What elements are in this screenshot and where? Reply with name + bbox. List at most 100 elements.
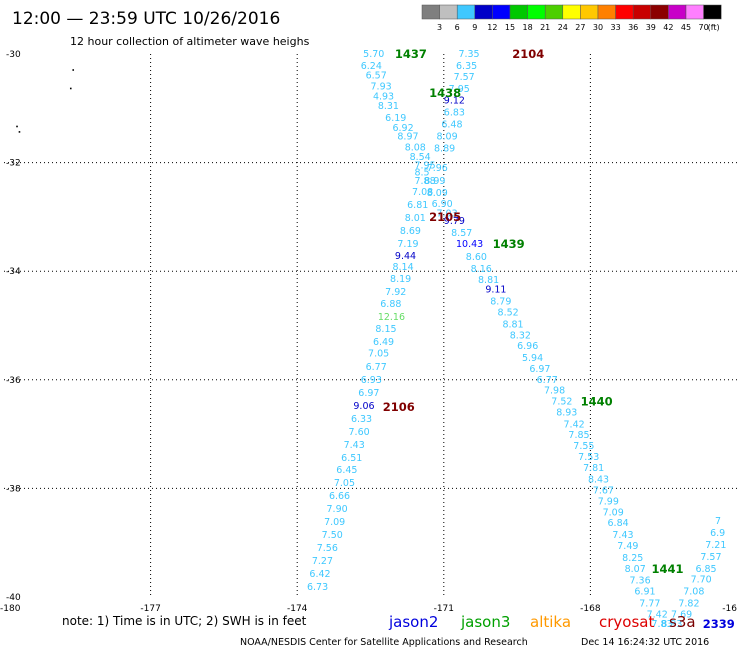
swh-value: 6.88 xyxy=(380,299,401,310)
swh-value: 7.19 xyxy=(397,239,418,250)
time-label: 2339 xyxy=(703,617,735,631)
swh-value: 8.01 xyxy=(405,213,426,224)
swh-value: 6.77 xyxy=(366,362,387,373)
swh-value: 8.5 xyxy=(414,167,429,178)
grid-lines xyxy=(4,54,737,597)
chart-title: 12:00 — 23:59 UTC 10/26/2016 xyxy=(12,9,280,29)
legend-label: 36 xyxy=(628,23,638,32)
plot-frame xyxy=(4,54,737,597)
swh-value: 7.83 xyxy=(651,619,672,630)
swh-value: 7.55 xyxy=(573,441,594,452)
swh-value: 7.21 xyxy=(705,540,726,551)
swh-value: 7.05 xyxy=(368,349,389,360)
plot-area: -30 -32 -34 -36 -38 -40-180 -177 -174 -171 -168 -1… xyxy=(0,47,737,631)
y-tick-label: -34 xyxy=(6,267,21,277)
swh-value: 8.14 xyxy=(392,262,413,273)
legend-label: 27 xyxy=(575,23,585,32)
swh-value: 6.57 xyxy=(366,71,387,82)
x-tick-label: -177 xyxy=(140,604,160,614)
swh-value: 6.24 xyxy=(361,61,382,72)
land-dot xyxy=(69,87,72,90)
footer-credit: NOAA/NESDIS Center for Satellite Applica… xyxy=(240,637,528,648)
swh-value: 7.42 xyxy=(647,609,668,620)
swh-value: 6.35 xyxy=(456,61,477,72)
swh-value: 8.54 xyxy=(410,152,431,163)
swh-value: 6.73 xyxy=(307,582,328,593)
swh-value: 7.09 xyxy=(603,507,624,518)
swh-value: 4.93 xyxy=(373,91,394,102)
swh-value: 7.35 xyxy=(458,49,479,60)
swh-value: 9.44 xyxy=(395,251,416,262)
legend-swatch xyxy=(580,4,599,20)
swh-value: 8.09 xyxy=(427,188,448,199)
swh-value: 7.50 xyxy=(322,530,343,541)
swh-value: 7.70 xyxy=(691,575,712,586)
swh-value: 8.32 xyxy=(510,330,531,341)
swh-value: 8.97 xyxy=(397,132,418,143)
legend-swatch xyxy=(421,4,440,20)
swh-value: 8.79 xyxy=(490,297,511,308)
swh-value: 7 xyxy=(715,516,721,527)
swh-value: 6.33 xyxy=(351,414,372,425)
y-tick-label: -36 xyxy=(6,376,21,386)
time-label: 2105 xyxy=(429,210,461,224)
footer: note: 1) Time is in UTC; 2) SWH is in fe… xyxy=(62,613,709,648)
swh-value: 7.08 xyxy=(412,187,433,198)
legend-label: 6 xyxy=(455,23,460,32)
time-label: 2106 xyxy=(383,400,415,414)
swh-value: 8.07 xyxy=(625,564,646,575)
swh-value: 8.19 xyxy=(390,274,411,285)
swh-value: 8.09 xyxy=(436,132,457,143)
swh-value: 8.25 xyxy=(622,553,643,564)
time-label: 2104 xyxy=(512,47,544,61)
legend-swatch xyxy=(615,4,634,20)
swh-value: 6.92 xyxy=(392,123,413,134)
legend-unit: (ft) xyxy=(708,23,720,32)
legend-label: 21 xyxy=(540,23,550,32)
swh-value: 6.97 xyxy=(358,388,379,399)
legend-swatch xyxy=(597,4,616,20)
swh-value: 8.57 xyxy=(451,228,472,239)
swh-value: 6.90 xyxy=(432,199,453,210)
swh-value: 12.16 xyxy=(378,312,405,323)
x-tick-label: -168 xyxy=(580,604,601,614)
legend-label: 3 xyxy=(437,23,442,32)
swh-value: 7.90 xyxy=(327,504,348,515)
swh-value: 6.81 xyxy=(407,200,428,211)
swh-points: 5.706.246.577.934.938.316.196.928.978.08… xyxy=(307,49,726,630)
legend-swatch xyxy=(668,4,687,20)
legend-label: 39 xyxy=(646,23,656,32)
swh-value: 7.95 xyxy=(414,160,435,171)
swh-value: 8.43 xyxy=(588,475,609,486)
swh-value: 8.99 xyxy=(424,176,445,187)
legend-swatch xyxy=(492,4,511,20)
swh-value: 7.57 xyxy=(454,72,475,83)
legend-label: 9 xyxy=(472,23,477,32)
swh-value: 7.98 xyxy=(544,386,565,397)
swh-value: 6.85 xyxy=(695,564,716,575)
swh-value: 6.91 xyxy=(634,587,655,598)
swh-value: 8.81 xyxy=(478,275,499,286)
land-dot xyxy=(18,131,21,133)
time-label: 1439 xyxy=(493,237,525,251)
swh-value: 7.36 xyxy=(629,576,650,587)
swh-value: 5.94 xyxy=(522,353,543,364)
land-dot xyxy=(16,125,18,128)
swh-value: 6.19 xyxy=(385,113,406,124)
swh-value: 8.16 xyxy=(471,264,492,275)
swh-value: 8.52 xyxy=(498,307,519,318)
swh-value: 9.06 xyxy=(353,401,374,412)
legend-swatch xyxy=(562,4,581,20)
swh-value: 6.93 xyxy=(361,375,382,386)
swh-value: 6.9 xyxy=(710,528,725,539)
time-label: 1437 xyxy=(395,47,427,61)
swh-value: 7.05 xyxy=(334,478,355,489)
y-tick-label: -38 xyxy=(6,484,21,494)
swh-value: 7.81 xyxy=(583,463,604,474)
legend-swatch xyxy=(632,4,652,20)
satellite-altika: altika xyxy=(530,613,571,631)
legend-swatch xyxy=(650,4,669,20)
swh-value: 6.97 xyxy=(529,364,550,375)
legend-label: 45 xyxy=(681,23,691,32)
